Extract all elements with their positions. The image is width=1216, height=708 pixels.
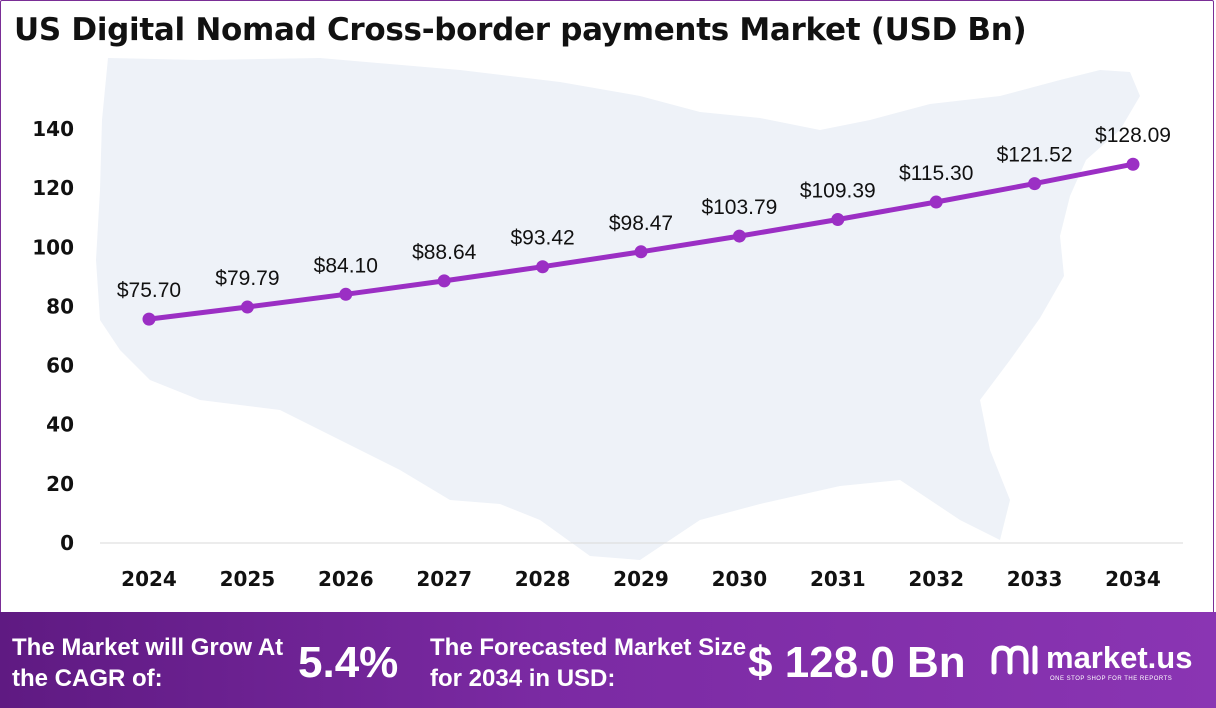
brand-name: market.us bbox=[1046, 640, 1193, 675]
y-tick-label: 80 bbox=[46, 294, 74, 318]
data-label: $98.47 bbox=[609, 212, 673, 235]
cagr-label: The Market will Grow At the CAGR of: bbox=[12, 634, 284, 692]
x-tick-label: 2030 bbox=[712, 567, 768, 591]
y-tick-label: 0 bbox=[60, 531, 74, 555]
data-point bbox=[634, 245, 648, 259]
y-tick-label: 120 bbox=[32, 176, 74, 200]
data-label: $121.52 bbox=[997, 144, 1073, 167]
data-labels: $75.70 $79.79 $84.10 $88.64 $93.42 $98.47 $103… bbox=[117, 124, 1171, 302]
data-label: $93.42 bbox=[510, 227, 574, 250]
x-tick-label: 2032 bbox=[908, 567, 964, 591]
data-label: $128.09 bbox=[1095, 124, 1171, 147]
data-point bbox=[1126, 157, 1140, 171]
summary-footer: The Market will Grow At the CAGR of: 5.4… bbox=[0, 612, 1216, 708]
y-tick-label: 40 bbox=[46, 413, 74, 437]
brand-tagline: ONE STOP SHOP FOR THE REPORTS bbox=[1050, 676, 1173, 682]
data-point bbox=[1028, 177, 1042, 191]
x-tick-label: 2029 bbox=[613, 567, 669, 591]
data-label: $88.64 bbox=[412, 241, 477, 264]
forecast-label: The Forecasted Market Size for 2034 in U… bbox=[430, 634, 747, 692]
x-tick-label: 2024 bbox=[121, 567, 177, 591]
chart-title: US Digital Nomad Cross-border payments M… bbox=[14, 12, 1027, 48]
data-label: $84.10 bbox=[314, 254, 378, 277]
data-point bbox=[240, 300, 254, 314]
y-tick-label: 20 bbox=[46, 472, 74, 496]
data-point bbox=[142, 312, 156, 326]
x-tick-label: 2026 bbox=[318, 567, 374, 591]
data-point bbox=[831, 213, 845, 227]
y-axis-ticks: 0 20 40 60 80 100 120 140 bbox=[32, 117, 74, 555]
x-tick-label: 2031 bbox=[810, 567, 866, 591]
y-tick-label: 100 bbox=[32, 235, 74, 259]
data-point bbox=[437, 274, 451, 288]
data-point bbox=[929, 195, 943, 209]
data-label: $109.39 bbox=[800, 180, 876, 203]
cagr-value: 5.4% bbox=[298, 638, 399, 687]
data-point bbox=[732, 229, 746, 243]
data-points bbox=[142, 157, 1140, 326]
data-point bbox=[339, 287, 353, 301]
x-tick-label: 2025 bbox=[220, 567, 276, 591]
data-label: $103.79 bbox=[701, 196, 777, 219]
data-label: $79.79 bbox=[215, 267, 279, 290]
x-tick-label: 2028 bbox=[515, 567, 571, 591]
x-tick-label: 2034 bbox=[1105, 567, 1161, 591]
y-tick-label: 60 bbox=[46, 354, 74, 378]
data-label: $75.70 bbox=[117, 279, 181, 302]
data-label: $115.30 bbox=[899, 162, 973, 185]
x-axis-ticks: 2024 2025 2026 2027 2028 2029 2030 2031 2032 2033… bbox=[121, 567, 1161, 591]
y-tick-label: 140 bbox=[32, 117, 74, 141]
forecast-value: $ 128.0 Bn bbox=[748, 638, 966, 687]
brand-logo-icon bbox=[991, 645, 1038, 675]
data-point bbox=[536, 260, 550, 274]
us-map-background bbox=[96, 58, 1140, 560]
x-tick-label: 2033 bbox=[1007, 567, 1063, 591]
x-tick-label: 2027 bbox=[416, 567, 472, 591]
